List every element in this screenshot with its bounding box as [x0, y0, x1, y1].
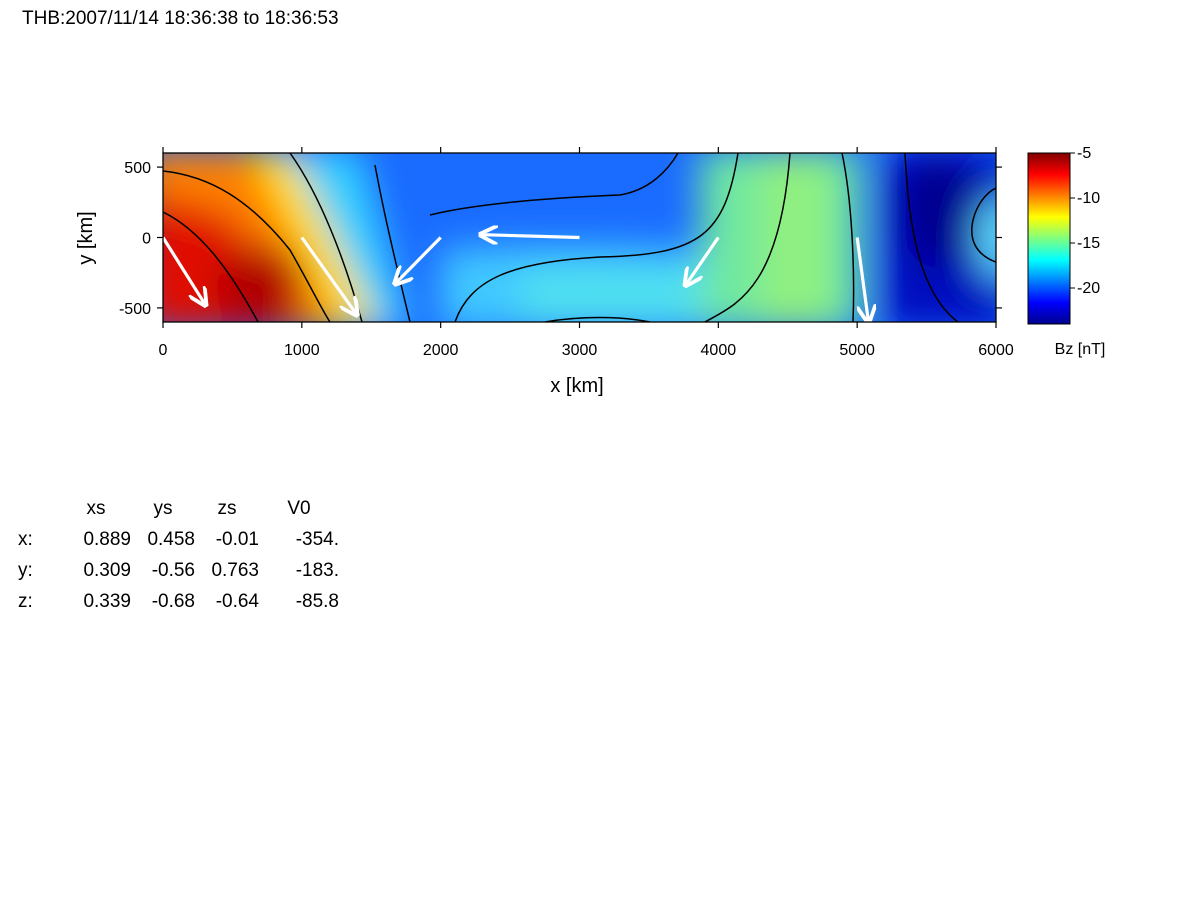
matrix-row: y: 0.309 -0.56 0.763 -183.: [18, 555, 339, 586]
y-axis-title: y [km]: [75, 211, 97, 264]
matrix-cell: 0.763: [211, 559, 259, 581]
flow-arrow: [482, 235, 580, 238]
colorbar: [1027, 152, 1071, 325]
matrix-cell: -354.: [295, 528, 339, 550]
matrix-col-header: zs: [217, 497, 237, 519]
matrix-row-label: x:: [18, 528, 33, 550]
flow-arrow: [161, 236, 205, 304]
colorbar-tick-label: -10: [1077, 190, 1100, 207]
x-axis: 0 1000 2000 3000 4000 5000 6000: [159, 147, 1014, 359]
colorbar-tick-label: -20: [1077, 280, 1100, 297]
x-tick-label: 5000: [839, 342, 875, 359]
x-tick-label: 2000: [423, 342, 459, 359]
matrix-cell: -85.8: [295, 590, 339, 612]
matrix-col-header: xs: [86, 497, 106, 519]
x-axis-title: x [km]: [550, 375, 603, 397]
matrix-row-label: z:: [18, 590, 33, 612]
x-tick-label: 6000: [978, 342, 1014, 359]
colorbar-tick-label: -15: [1077, 235, 1100, 252]
x-tick-label: 3000: [562, 342, 598, 359]
matrix-cell: -183.: [295, 559, 339, 581]
matrix-cell: 0.309: [83, 559, 131, 581]
colorbar-tick-label: -5: [1077, 145, 1091, 162]
matrix-cell: 0.339: [83, 590, 131, 612]
matrix-cell: -0.56: [151, 559, 195, 581]
x-tick-label: 1000: [284, 342, 320, 359]
colorbar-label: Bz [nT]: [1055, 341, 1106, 358]
flow-arrow: [686, 236, 720, 284]
matrix-cell: 0.458: [147, 528, 195, 550]
flow-arrow: [855, 237, 868, 321]
matrix-cell: 0.889: [83, 528, 131, 550]
matrix-cell: -0.64: [215, 590, 259, 612]
fit-matrix: xs ys zs V0 x: 0.889 0.458 -0.01 -354. y…: [18, 493, 339, 617]
y-axis: 500 0 -500: [119, 160, 1002, 318]
matrix-header-row: xs ys zs V0: [18, 493, 339, 524]
matrix-row-label: y:: [18, 559, 33, 581]
matrix-cell: -0.68: [151, 590, 195, 612]
page-title: THB:2007/11/14 18:36:38 to 18:36:53: [22, 8, 339, 29]
matrix-col-header: V0: [287, 497, 311, 519]
bz-heatmap: [163, 153, 996, 322]
x-tick-label: 4000: [701, 342, 737, 359]
flow-arrow: [396, 236, 442, 283]
matrix-col-header: ys: [153, 497, 173, 519]
y-tick-label: -500: [119, 301, 151, 318]
flow-vectors: [161, 235, 868, 321]
colorbar-ticks: -5 -10 -15 -20: [1070, 145, 1100, 297]
fit-matrix-table: xs ys zs V0 x: 0.889 0.458 -0.01 -354. y…: [18, 493, 339, 617]
y-tick-label: 500: [124, 160, 151, 177]
bz-map-figure: 0 1000 2000 3000 4000 5000 6000 5000-500 x [km…: [75, 145, 1106, 397]
matrix-row: z: 0.339 -0.68 -0.64 -85.8: [18, 586, 339, 617]
flow-arrow: [300, 236, 356, 314]
x-tick-label: 0: [159, 342, 168, 359]
matrix-row: x: 0.889 0.458 -0.01 -354.: [18, 524, 339, 555]
y-tick-label: 0: [142, 231, 151, 248]
matrix-cell: -0.01: [215, 528, 259, 550]
